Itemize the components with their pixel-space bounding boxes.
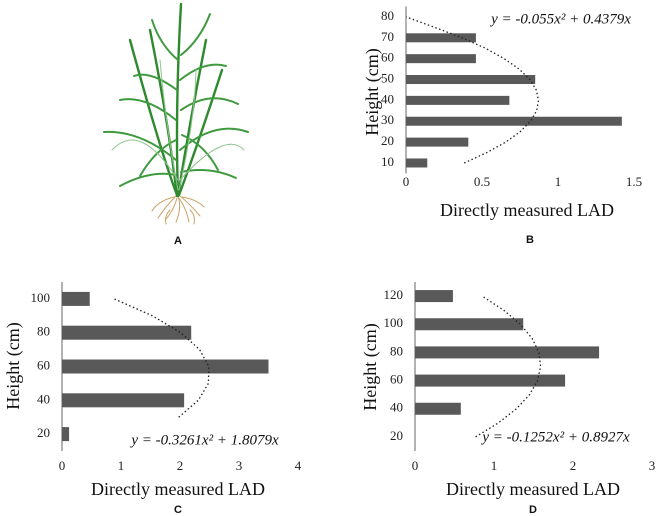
panel-label: A — [174, 235, 182, 247]
x-tick-label: 0.5 — [474, 174, 490, 189]
trendline — [405, 16, 540, 164]
bar — [406, 54, 476, 64]
x-tick-label: 2 — [570, 458, 577, 473]
panel-label: C — [174, 504, 182, 516]
y-tick-label: 60 — [37, 357, 50, 372]
y-tick-label: 20 — [381, 133, 394, 148]
bar — [62, 393, 185, 408]
panel-label: D — [529, 504, 537, 516]
bar — [62, 359, 269, 374]
y-tick-label: 80 — [390, 343, 403, 358]
bar — [406, 116, 622, 126]
bar — [62, 427, 70, 442]
y-tick-label: 20 — [37, 425, 50, 440]
y-tick-label: 80 — [381, 8, 394, 23]
x-tick-label: 3 — [236, 458, 243, 473]
y-tick-label: 40 — [381, 91, 394, 106]
x-tick-label: 0 — [403, 174, 410, 189]
equation: y = -0.1252x² + 0.8927x — [480, 429, 630, 445]
bar — [406, 137, 469, 147]
y-tick-label: 40 — [390, 400, 403, 415]
y-tick-label: 30 — [381, 112, 394, 127]
y-tick-label: 20 — [390, 428, 403, 443]
y-axis-title: Height (cm) — [362, 48, 383, 135]
y-tick-label: 70 — [381, 29, 394, 44]
equation: y = -0.055x² + 0.4379x — [489, 11, 631, 27]
y-tick-label: 10 — [381, 154, 394, 169]
x-tick-label: 1 — [555, 174, 562, 189]
x-tick-label: 2 — [177, 458, 184, 473]
bar — [406, 33, 476, 43]
y-tick-label: 60 — [381, 50, 394, 65]
bar — [406, 95, 510, 105]
x-axis-title: Directly measured LAD — [446, 479, 620, 499]
equation: y = -0.3261x² + 1.8079x — [129, 432, 279, 448]
x-tick-label: 1 — [118, 458, 125, 473]
y-tick-label: 120 — [384, 287, 404, 302]
y-axis-title: Height (cm) — [360, 323, 381, 410]
bar — [406, 158, 428, 168]
y-tick-label: 100 — [384, 315, 404, 330]
y-tick-label: 80 — [37, 324, 50, 339]
x-axis-title: Directly measured LAD — [440, 200, 614, 220]
plant-illustration — [103, 2, 249, 225]
trendline — [475, 295, 542, 438]
panel-label: B — [526, 234, 534, 246]
y-tick-label: 100 — [31, 290, 51, 305]
y-tick-label: 60 — [390, 372, 403, 387]
bar — [415, 318, 524, 331]
bar — [415, 346, 600, 359]
x-tick-label: 4 — [295, 458, 302, 473]
bar — [415, 290, 453, 303]
y-axis-title: Height (cm) — [3, 322, 24, 409]
bar — [415, 374, 566, 387]
bar — [62, 325, 192, 340]
x-tick-label: 3 — [649, 458, 656, 473]
bar — [415, 402, 461, 415]
x-axis-title: Directly measured LAD — [91, 479, 265, 499]
y-tick-label: 40 — [37, 391, 50, 406]
x-tick-label: 0 — [59, 458, 66, 473]
bar — [406, 75, 536, 85]
trendline — [114, 298, 210, 418]
x-tick-label: 1.5 — [626, 174, 642, 189]
y-tick-label: 50 — [381, 71, 394, 86]
x-tick-label: 0 — [412, 458, 419, 473]
bar — [62, 291, 90, 306]
x-tick-label: 1 — [491, 458, 498, 473]
